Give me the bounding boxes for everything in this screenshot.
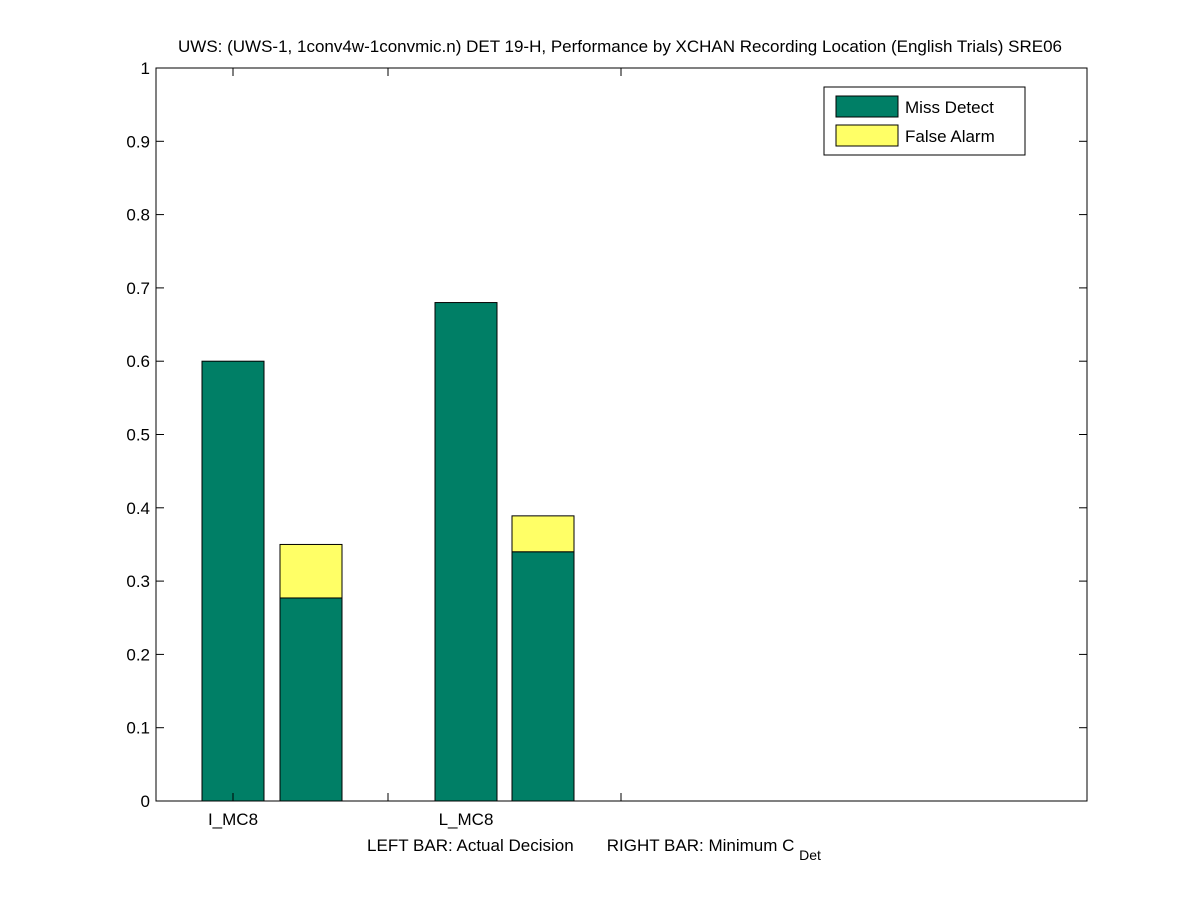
x-tick-label-i-mc8: I_MC8 [208, 810, 258, 829]
legend-swatch-miss-detect [835, 95, 899, 118]
legend-swatch-false-alarm [835, 124, 899, 147]
bar-actual-miss-i-mc8 [201, 360, 265, 802]
bar-min-fa-i-mc8 [279, 543, 343, 599]
legend-label-miss-detect: Miss Detect [905, 98, 994, 117]
x-axis-label-gap [578, 836, 602, 855]
y-tick-label-1: 0.1 [126, 719, 150, 738]
legend-label-false-alarm: False Alarm [905, 127, 995, 146]
bar-min-miss-i-mc8 [279, 597, 343, 802]
bar-min-miss-l-mc8 [511, 551, 575, 802]
y-tick-label-6: 0.6 [126, 352, 150, 371]
x-axis-label: LEFT BAR: Actual Decision RIGHT BAR: Min… [367, 836, 821, 863]
bar-min-fa-l-mc8 [511, 515, 575, 553]
y-tick-label-3: 0.3 [126, 572, 150, 591]
x-axis-label-subscript: Det [799, 847, 821, 863]
y-tick-label-10: 1 [141, 59, 150, 78]
y-tick-label-7: 0.7 [126, 279, 150, 298]
y-tick-label-0: 0 [141, 792, 150, 811]
x-axis-label-right: RIGHT BAR: Minimum C [607, 836, 795, 855]
y-tick-label-4: 0.4 [126, 499, 150, 518]
x-tick-label-l-mc8: L_MC8 [439, 810, 494, 829]
y-tick-label-9: 0.9 [126, 132, 150, 151]
y-tick-label-5: 0.5 [126, 426, 150, 445]
chart-title: UWS: (UWS-1, 1conv4w-1convmic.n) DET 19-… [178, 37, 1062, 56]
y-tick-label-2: 0.2 [126, 645, 150, 664]
x-axis-label-left: LEFT BAR: Actual Decision [367, 836, 574, 855]
y-tick-label-8: 0.8 [126, 206, 150, 225]
plot-layer: I_MC8 L_MC8 0 0.1 0.2 0.3 0.4 0.5 0.6 0.7 0.8 0.9 1 M… [126, 59, 1088, 829]
bar-actual-miss-l-mc8 [434, 302, 498, 802]
